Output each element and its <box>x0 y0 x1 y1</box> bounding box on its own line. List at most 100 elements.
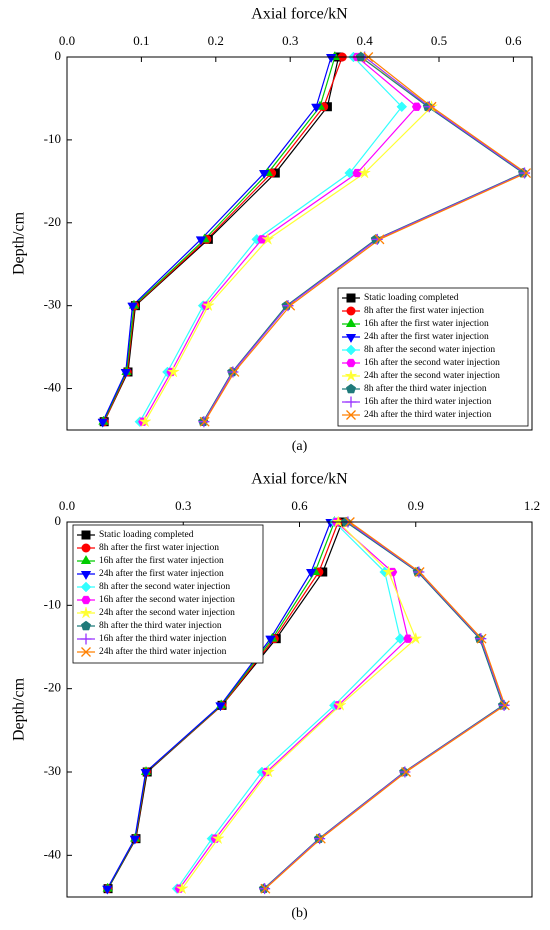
legend-label: 24h after the first water injection <box>364 331 489 342</box>
marker <box>199 416 210 427</box>
legend-label: 16h after the third water injection <box>364 396 492 407</box>
marker <box>195 236 207 246</box>
marker <box>265 635 276 645</box>
marker <box>394 633 406 645</box>
marker <box>345 318 357 327</box>
marker <box>345 383 357 394</box>
marker <box>80 633 92 645</box>
marker <box>374 234 385 245</box>
marker <box>401 767 412 777</box>
series-line <box>263 521 504 890</box>
marker <box>399 766 411 778</box>
marker <box>80 620 92 631</box>
marker <box>345 334 357 343</box>
marker <box>314 833 326 845</box>
x-tick-label: 0.9 <box>408 498 424 513</box>
marker <box>260 883 271 894</box>
y-tick-label: -20 <box>44 214 61 229</box>
caption: (b) <box>291 906 308 921</box>
marker <box>261 765 276 778</box>
legend-label: Static loading completed <box>364 293 459 303</box>
x-tick-label: 0.3 <box>282 33 298 48</box>
marker <box>411 102 422 111</box>
legend: Static loading completed 8h after the fir… <box>72 524 264 664</box>
marker <box>97 418 108 428</box>
x-tick-label: 0.0 <box>59 33 75 48</box>
marker <box>357 166 372 179</box>
marker <box>81 543 91 553</box>
legend-label: 24h after the third water injection <box>99 646 227 657</box>
legend-box <box>72 524 264 664</box>
legend-label: 16h after the third water injection <box>99 633 227 644</box>
marker <box>81 530 91 540</box>
series-line <box>103 56 343 422</box>
legend-label: Static loading completed <box>99 530 194 540</box>
marker <box>423 101 435 113</box>
marker <box>344 167 356 179</box>
marker <box>285 300 296 311</box>
legend-label: 8h after the second water injection <box>364 344 495 355</box>
x-tick-label: 0.4 <box>356 33 373 48</box>
marker <box>140 769 151 778</box>
legend-label: 8h after the second water injection <box>99 581 230 592</box>
marker <box>345 344 357 356</box>
legend-label: 16h after the second water injection <box>99 594 235 605</box>
series-line <box>102 56 332 422</box>
legend-label: 8h after the third water injection <box>99 620 222 631</box>
marker <box>282 300 294 312</box>
marker <box>227 366 239 378</box>
legend-label: 24h after the first water injection <box>99 568 224 579</box>
marker <box>346 410 356 420</box>
marker <box>476 633 487 644</box>
legend-label: 16h after the second water injection <box>364 357 500 368</box>
marker <box>215 702 226 712</box>
legend-label: 24h after the third water injection <box>364 409 492 420</box>
legend-label: 24h after the second water injection <box>364 370 500 381</box>
marker <box>403 634 413 643</box>
marker <box>519 167 531 179</box>
marker <box>311 103 322 113</box>
x-tick-label: 0.6 <box>505 33 522 48</box>
marker <box>409 631 423 645</box>
legend-label: 8h after the first water injection <box>364 305 484 316</box>
y-tick-label: -10 <box>44 131 61 146</box>
series-line <box>102 56 336 422</box>
legend: Static loading completed 8h after the fir… <box>337 287 529 427</box>
legend-label: 24h after the second water injection <box>99 607 235 618</box>
marker <box>315 833 326 844</box>
marker <box>166 365 181 378</box>
marker <box>175 881 189 895</box>
y-tick-label: 0 <box>55 48 62 63</box>
y-tick-label: -30 <box>44 763 61 778</box>
marker <box>81 647 91 657</box>
marker <box>80 571 92 581</box>
marker <box>426 101 437 112</box>
y-tick-label: -30 <box>44 297 61 312</box>
marker <box>258 170 270 180</box>
marker <box>499 700 510 711</box>
x-axis-title: Axial force/kN <box>251 6 348 23</box>
marker <box>344 369 358 382</box>
marker <box>325 54 337 64</box>
series-line <box>103 56 340 422</box>
marker <box>305 569 317 578</box>
marker <box>346 306 356 316</box>
legend-label: 16h after the first water injection <box>364 318 489 329</box>
marker <box>129 835 141 845</box>
marker <box>382 565 396 578</box>
marker <box>211 831 225 845</box>
y-axis-title: Depth/cm <box>11 677 28 741</box>
series-line <box>264 521 505 890</box>
x-tick-label: 0.3 <box>175 498 191 513</box>
marker <box>345 396 357 408</box>
x-axis-title: Axial force/kN <box>251 471 348 488</box>
marker <box>79 606 93 619</box>
marker <box>371 233 383 245</box>
marker <box>81 595 91 605</box>
y-tick-label: -10 <box>44 596 61 611</box>
marker <box>333 698 347 711</box>
x-tick-label: 0.1 <box>133 33 149 48</box>
marker <box>201 298 215 312</box>
marker <box>229 367 240 377</box>
marker <box>80 554 92 564</box>
